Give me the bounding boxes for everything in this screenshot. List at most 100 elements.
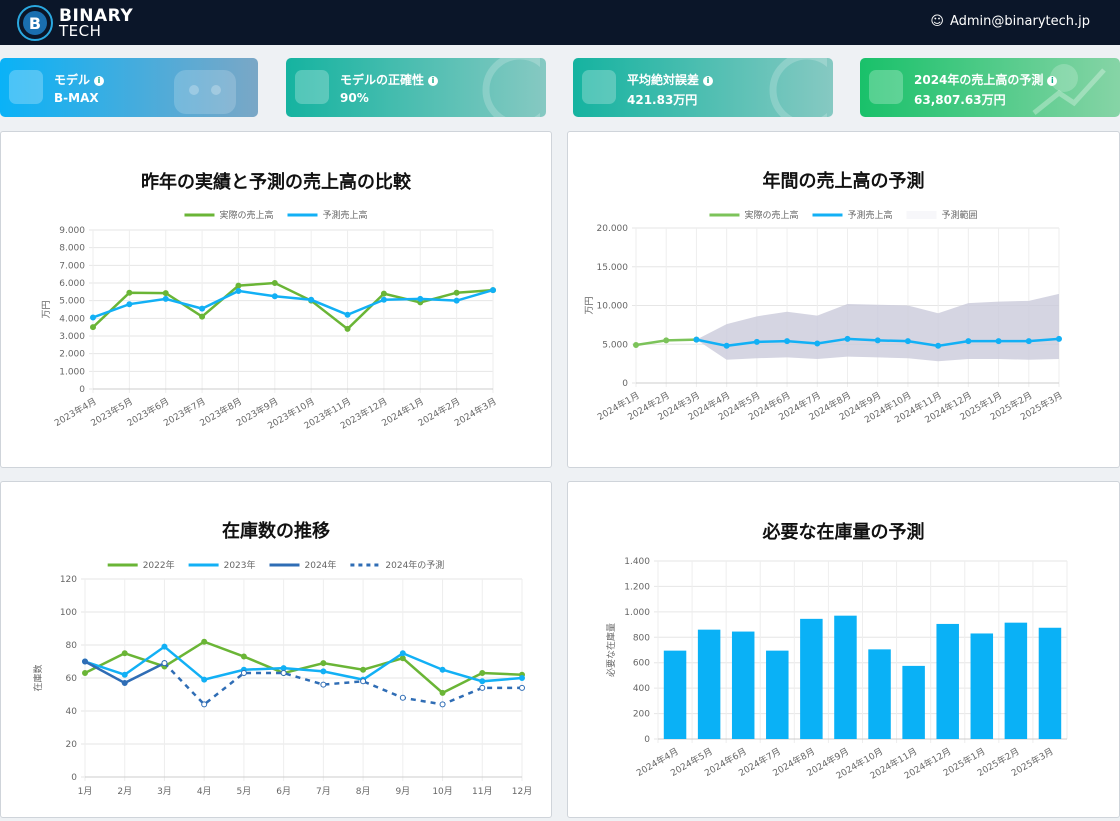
card-value: 63,807.63万円 [914, 93, 1006, 107]
data-point [90, 314, 96, 321]
data-point [320, 660, 327, 667]
bar [731, 631, 755, 739]
data-point [201, 676, 208, 683]
legend-label: 予測売上高 [847, 209, 892, 221]
data-point [519, 675, 525, 681]
stat-card: モデルの正確性 i 90% [286, 58, 546, 117]
data-point [814, 340, 821, 347]
y-tick-label: 0 [79, 385, 85, 395]
data-point [280, 665, 287, 672]
bar [766, 650, 789, 739]
legend: 2022年 2023年 2024年 2024年の予測 [107, 559, 444, 571]
bar [697, 629, 721, 739]
data-point [995, 338, 1002, 345]
legend-label: 予測範囲 [942, 209, 978, 221]
y-tick-label: 600 [633, 659, 650, 669]
chart-title: 在庫数の推移 [222, 520, 330, 542]
y-tick-label: 8.000 [59, 244, 85, 254]
data-point [121, 671, 128, 678]
data-point [162, 290, 169, 297]
legend-label: 実際の売上高 [219, 209, 273, 221]
legend: 実際の売上高 予測売上高 予測範囲 [709, 209, 978, 221]
data-point [271, 293, 278, 300]
data-point [479, 670, 486, 677]
y-tick-label: 15.000 [597, 263, 629, 273]
data-point [874, 337, 881, 344]
logo-icon: B [17, 5, 53, 41]
y-tick-label: 0 [644, 735, 650, 745]
card-decoration [1032, 64, 1106, 115]
data-point [344, 311, 351, 318]
user-menu[interactable]: ☺ Admin@binarytech.jp [930, 14, 1090, 29]
data-point [479, 678, 486, 685]
legend-label: 2024年 [305, 559, 337, 571]
data-point [162, 295, 169, 302]
legend-swatch [906, 211, 937, 219]
data-point [490, 287, 496, 294]
data-point [271, 280, 278, 286]
y-axis-label: 万円 [584, 296, 595, 314]
card-icon [582, 70, 616, 104]
card-label: 平均絶対誤差 [627, 73, 700, 87]
logo-text: TECH [59, 22, 102, 40]
legend-label: 2024年の予測 [385, 559, 444, 571]
data-point [380, 296, 387, 303]
card-icon [9, 70, 43, 104]
y-tick-label: 9.000 [59, 226, 85, 236]
stat-card: モデル i B-MAX [0, 58, 258, 117]
x-tick-label: 9月 [395, 786, 410, 797]
y-tick-label: 1.000 [624, 608, 650, 618]
card-value: 90% [340, 91, 369, 105]
x-tick-label: 2月 [117, 786, 132, 797]
y-tick-label: 1.000 [59, 367, 85, 377]
y-tick-label: 1.400 [624, 557, 650, 567]
data-point [904, 338, 911, 345]
y-tick-label: 100 [60, 608, 77, 618]
card-icon [295, 70, 329, 104]
data-point [439, 689, 446, 696]
data-point [121, 650, 128, 657]
data-point [360, 666, 367, 673]
chart: 年間の売上高の予測万円05.00010.00015.00020.0002024年… [584, 170, 1065, 426]
bar [936, 623, 959, 739]
series-line [84, 645, 523, 683]
y-tick-label: 60 [66, 674, 78, 684]
card-decoration [769, 58, 827, 117]
card-label: モデルの正確性 [340, 73, 425, 87]
chart-panel: 必要な在庫量の予測 必要な在庫量 0 200 400 600 800 1.000 1.200 1.… [567, 481, 1120, 818]
legend-label: 実際の売上高 [744, 209, 798, 221]
y-tick-label: 200 [633, 710, 650, 720]
data-point [380, 290, 387, 297]
bar [800, 618, 823, 739]
data-point [235, 287, 242, 294]
series-line [163, 662, 522, 707]
forecast-range [696, 293, 1059, 362]
bar [1004, 622, 1028, 739]
bar [834, 615, 857, 739]
chart-panel: 昨年の実績と予測の売上高の比較 万円 0 1.000 2.000 3.000 4.000 5.… [0, 131, 552, 468]
x-tick-label: 10月 [432, 786, 452, 797]
chart-panel: 在庫数の推移 在庫数 0 20 40 60 80 100 120 1月 2月 3月 4月 5月 6月 7月 8月… [0, 481, 552, 818]
data-point [201, 638, 208, 645]
card-decoration [174, 70, 236, 114]
series-line [92, 288, 494, 319]
data-point [844, 335, 851, 342]
data-point [399, 694, 406, 701]
y-tick-label: 20.000 [597, 224, 629, 234]
data-point [126, 301, 133, 308]
data-point [519, 684, 525, 691]
data-point [320, 668, 327, 675]
x-tick-label: 3月 [157, 786, 172, 797]
series-line [84, 640, 523, 695]
data-point [320, 681, 327, 688]
data-point [280, 670, 287, 677]
user-email: Admin@binarytech.jp [949, 14, 1090, 29]
data-point [439, 666, 446, 673]
data-point [360, 678, 367, 685]
data-point [935, 342, 942, 349]
data-point [965, 338, 972, 345]
data-point [235, 282, 242, 289]
y-axis-label: 万円 [41, 300, 52, 318]
